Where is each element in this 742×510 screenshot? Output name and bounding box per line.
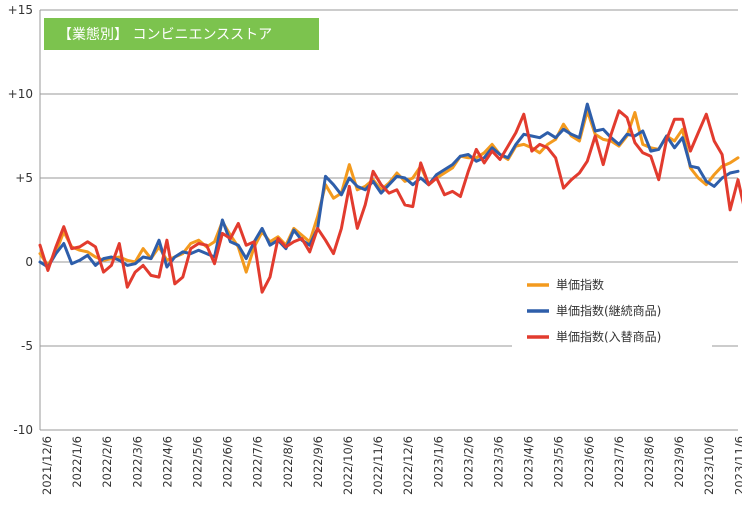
x-tick-label: 2022/12/6 (401, 436, 415, 495)
x-tick-label: 2022/7/6 (251, 436, 265, 488)
x-tick-label: 2022/8/6 (281, 436, 295, 488)
x-tick-label: 2023/4/6 (522, 436, 536, 488)
x-tick-label: 2023/7/6 (612, 436, 626, 488)
chart-title: 【業態別】 コンビニエンスストア (58, 27, 272, 43)
x-tick-label: 2023/9/6 (672, 436, 686, 488)
x-tick-label: 2023/2/6 (461, 436, 475, 488)
x-tick-label: 2022/4/6 (160, 436, 174, 488)
legend-background (512, 268, 712, 348)
x-tick-label: 2022/11/6 (371, 436, 385, 495)
x-tick-label: 2021/12/6 (40, 436, 54, 495)
x-tick-label: 2023/11/6 (732, 436, 742, 495)
x-tick-label: 2023/8/6 (642, 436, 656, 488)
y-tick-label: +15 (8, 3, 33, 17)
series-line-2 (38, 102, 740, 269)
x-axis: 2021/12/6 2022/1/6 2022/2/6 2022/3/6 2022/4/… (40, 436, 742, 495)
y-tick-label: +5 (15, 171, 33, 185)
legend-label-3: 単価指数(入替商品) (556, 329, 661, 344)
legend-label-2: 単価指数(継続商品) (556, 303, 661, 318)
x-tick-label: 2023/5/6 (552, 436, 566, 488)
series-line-3 (38, 109, 742, 294)
y-tick-label: 0 (25, 255, 33, 269)
x-tick-label: 2023/10/6 (702, 436, 716, 495)
x-tick-label: 2022/5/6 (191, 436, 205, 488)
x-tick-label: 2022/6/6 (221, 436, 235, 488)
x-tick-label: 2022/9/6 (311, 436, 325, 488)
y-tick-label: -10 (13, 423, 33, 437)
legend-label-1: 単価指数 (556, 277, 604, 292)
y-tick-label: -5 (21, 339, 33, 353)
y-axis: +15 +10 +5 0 -5 -10 (8, 3, 41, 437)
x-tick-label: 2022/2/6 (100, 436, 114, 488)
x-tick-label: 2022/3/6 (130, 436, 144, 488)
chart-title-background (44, 18, 319, 50)
gridlines (40, 9, 738, 431)
chart-title-box: 【業態別】 コンビニエンスストア (44, 18, 319, 50)
x-tick-label: 2023/1/6 (431, 436, 445, 488)
x-tick-label: 2023/6/6 (582, 436, 596, 488)
x-tick-label: 2022/10/6 (341, 436, 355, 495)
x-tick-label: 2022/1/6 (70, 436, 84, 488)
x-tick-label: 2023/3/6 (492, 436, 506, 488)
y-tick-label: +10 (8, 87, 33, 101)
series-lines (38, 102, 742, 294)
